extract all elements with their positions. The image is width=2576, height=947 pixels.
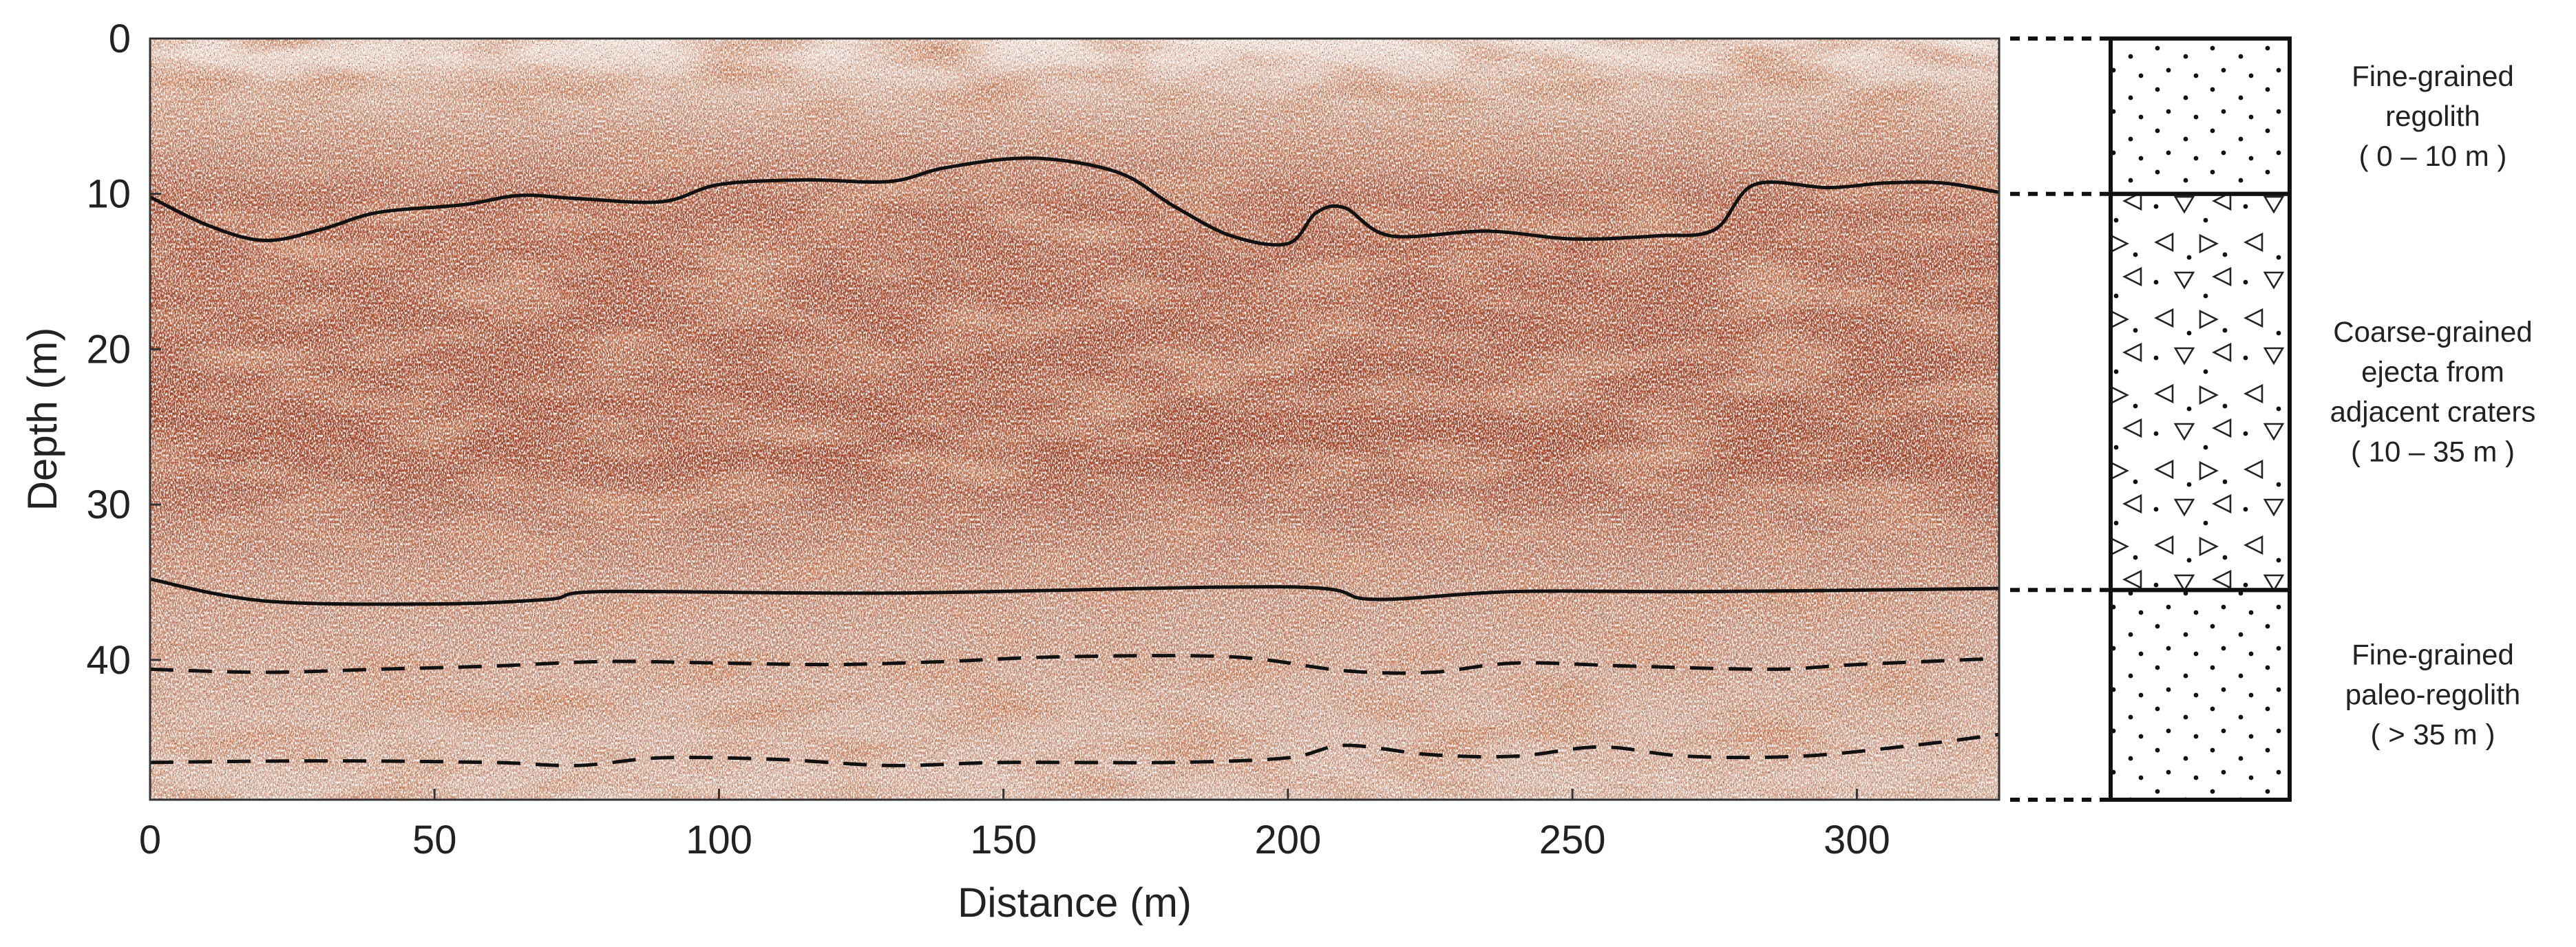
unit-label-2: Coarse-grained ejecta from adjacent crater… xyxy=(2330,316,2536,468)
dashed-interface-4 xyxy=(150,732,1999,768)
unit-name-line: Coarse-grained xyxy=(2333,316,2533,348)
unit-label-3: Fine-grained paleo-regolith ( > 35 m ) xyxy=(2345,639,2521,751)
interface-lines xyxy=(150,156,1999,768)
radargram-blotches xyxy=(150,39,1999,800)
y-tick-label: 10 xyxy=(86,172,131,217)
unit-name-line: Fine-grained xyxy=(2352,639,2514,671)
x-tick-label: 250 xyxy=(1539,818,1606,862)
x-axis-title: Distance (m) xyxy=(958,880,1192,926)
unit-depth-range: ( > 35 m ) xyxy=(2371,719,2495,751)
x-tick-label: 100 xyxy=(686,818,752,862)
radargram-texture xyxy=(150,39,1999,800)
column-unit-3 xyxy=(2109,588,2292,802)
x-tick-label: 300 xyxy=(1824,818,1890,862)
unit-depth-range: ( 0 – 10 m ) xyxy=(2359,140,2507,172)
y-tick-label: 30 xyxy=(86,482,131,527)
y-tick-label: 0 xyxy=(109,17,131,61)
unit-name-line: Fine-grained xyxy=(2352,60,2514,92)
x-tick-label: 150 xyxy=(970,818,1037,862)
x-tick-label: 50 xyxy=(412,818,457,862)
x-tick-label: 200 xyxy=(1255,818,1322,862)
y-tick-label: 20 xyxy=(86,327,131,372)
plot-area xyxy=(150,39,1999,800)
dashed-interface-3 xyxy=(150,654,1999,675)
unit-depth-range: ( 10 – 35 m ) xyxy=(2351,436,2515,468)
unit-name-line: regolith xyxy=(2385,100,2480,132)
unit-label-1: Fine-grained regolith ( 0 – 10 m ) xyxy=(2352,60,2514,172)
column-unit-1 xyxy=(2109,36,2292,196)
y-tick-label: 40 xyxy=(86,638,131,683)
unit-name-line: ejecta from xyxy=(2361,356,2504,388)
x-axis: 0 50 100 150 200 250 300 xyxy=(139,789,1890,862)
solid-interface-2 xyxy=(150,577,1999,606)
stratigraphic-column xyxy=(2010,36,2292,802)
unit-name-line: adjacent craters xyxy=(2330,396,2536,428)
unit-name-line: paleo-regolith xyxy=(2345,679,2521,711)
solid-interface-1 xyxy=(150,156,1999,247)
x-tick-label: 0 xyxy=(139,818,161,862)
y-axis: 0 10 20 30 40 xyxy=(86,17,161,683)
plot-frame xyxy=(149,37,2000,801)
column-unit-2 xyxy=(2109,191,2292,593)
y-axis-title: Depth (m) xyxy=(19,328,65,511)
unit-labels: Fine-grained regolith ( 0 – 10 m ) Coarse-g… xyxy=(2330,60,2536,751)
